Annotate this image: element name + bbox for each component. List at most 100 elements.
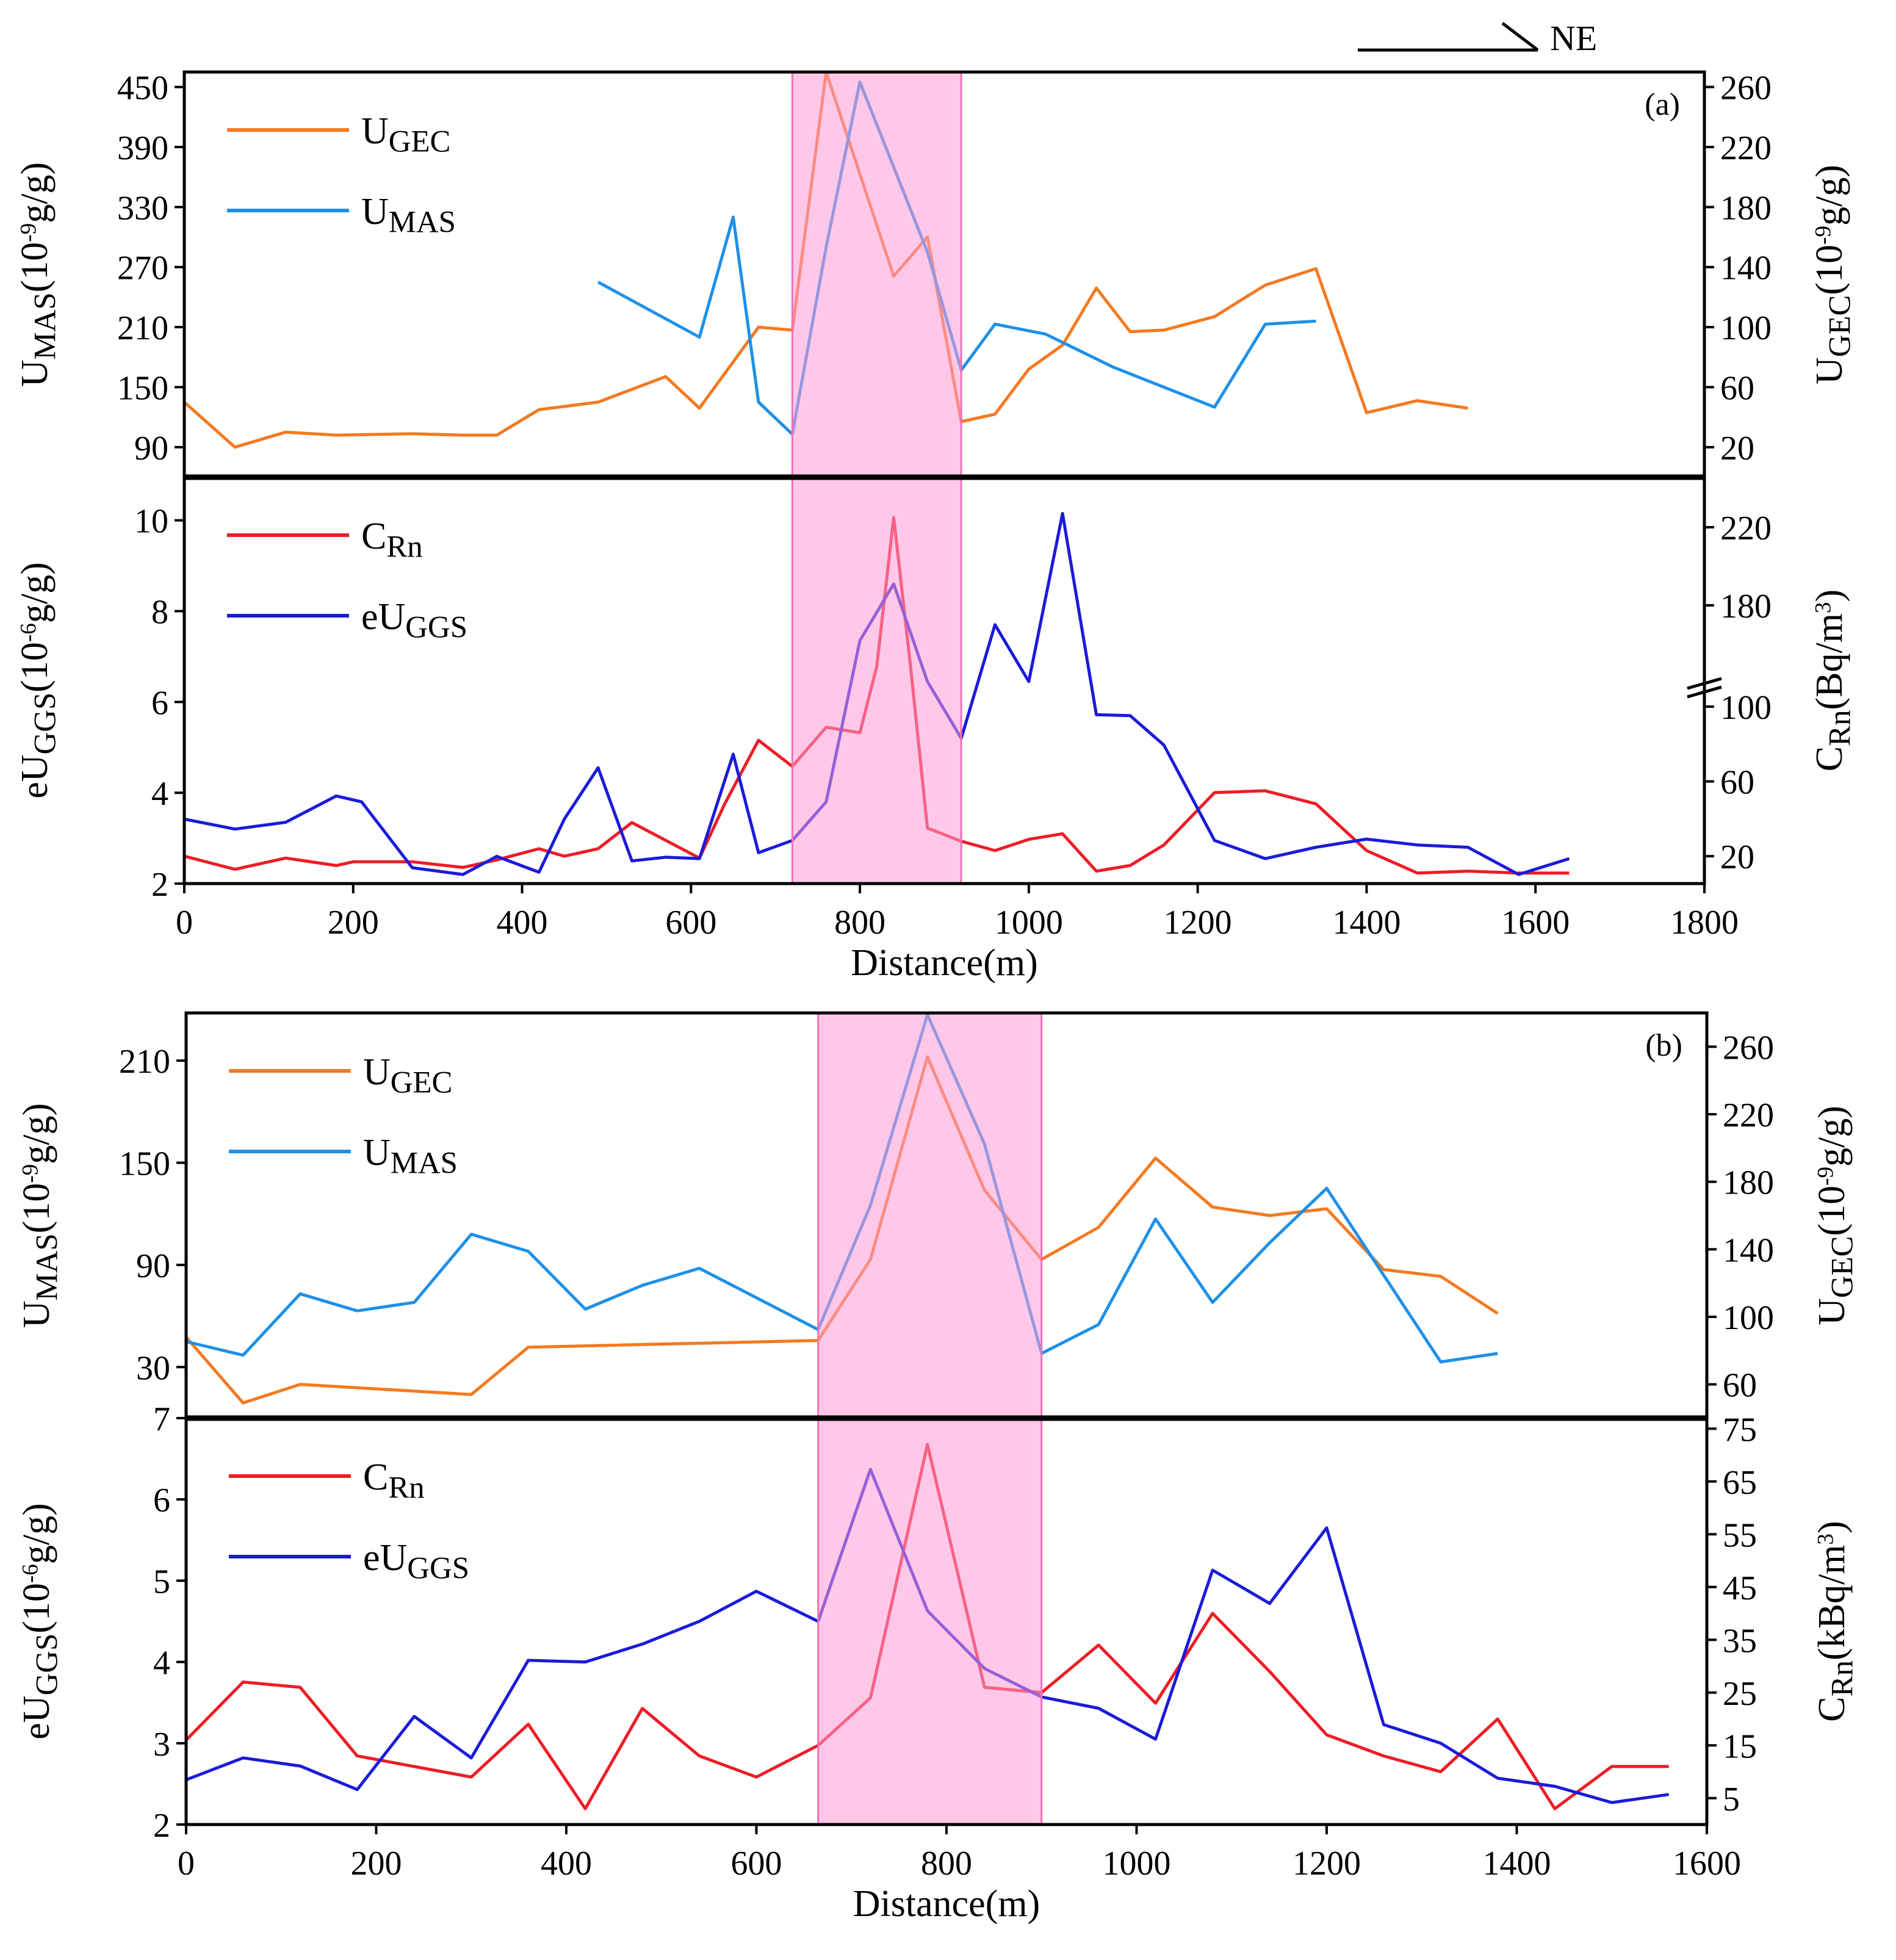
x-tick-label: 400 xyxy=(541,1845,592,1883)
y-left-axis-title-part: -6 xyxy=(16,623,41,642)
legend-label-ugec-sub: GEC xyxy=(389,124,451,159)
legend-label-ugec-sub: GEC xyxy=(391,1065,453,1100)
y-right-tick-label: 60 xyxy=(1723,1367,1757,1405)
y-left-axis-title-part: -9 xyxy=(16,223,41,242)
x-tick-label: 1800 xyxy=(1670,904,1739,942)
y-left-axis-title-part: (10 xyxy=(16,1583,57,1634)
y-right-axis-title-part: ) xyxy=(1809,589,1850,602)
y-left-axis-title-part: (10 xyxy=(16,1183,57,1234)
x-tick-label: 1600 xyxy=(1501,904,1570,942)
y-right-tick-label: 260 xyxy=(1720,70,1772,107)
y-left-axis-title-part: U xyxy=(14,359,56,387)
highlight-zone xyxy=(817,1417,1043,1826)
y-right-tick-label: 35 xyxy=(1723,1622,1757,1660)
y-right-axis-title-part: (kBq/m xyxy=(1811,1545,1853,1660)
y-left-tick-label: 2 xyxy=(153,1807,170,1845)
y-left-tick-label: 6 xyxy=(153,1482,170,1519)
panel-a-top: 90 150 210 270 330 390 450 20 60 100 140 180 220 260 U… xyxy=(14,70,1857,479)
y-right-tick-label: 260 xyxy=(1723,1029,1774,1067)
y-left-axis-title-part: g/g) xyxy=(14,562,56,623)
y-left-axis-title-part: g/g) xyxy=(14,162,56,223)
x-tick-label: 1400 xyxy=(1332,904,1400,942)
x-tick-label: 200 xyxy=(328,904,379,942)
y-right-tick-label: 100 xyxy=(1723,1299,1774,1337)
direction-indicator: NE xyxy=(1358,18,1597,58)
x-tick-label: 1200 xyxy=(1164,904,1232,942)
y-left-axis-title: UMAS(10-9g/g) xyxy=(16,1103,64,1328)
panel-a-bottom: 2 4 6 8 10 20 60 100 180 220 0 200 400 600 800 1000 1200… xyxy=(14,475,1857,984)
legend-label-crn: CRn xyxy=(363,1457,425,1505)
y-right-tick-label: 180 xyxy=(1723,1164,1774,1202)
y-right-tick-label: 20 xyxy=(1720,430,1754,467)
y-right-axis-title-part: Rn xyxy=(1823,710,1857,746)
y-right-axis-title-part: C xyxy=(1809,746,1850,771)
y-right-tick-label: 55 xyxy=(1723,1516,1757,1554)
legend-label-crn-main: C xyxy=(363,1457,388,1498)
y-left-tick-label: 210 xyxy=(119,1043,170,1081)
y-right-tick-label: 25 xyxy=(1723,1675,1757,1713)
y-right-axis-title-part: (Bq/m xyxy=(1809,613,1850,710)
y-left-tick-label: 3 xyxy=(153,1726,170,1764)
legend-label-crn-main: C xyxy=(361,516,386,557)
y-right-tick-label: 100 xyxy=(1720,689,1772,727)
x-tick-label: 1400 xyxy=(1483,1845,1551,1883)
y-left-tick-label: 4 xyxy=(153,1645,170,1682)
legend-label-ugec-main: U xyxy=(363,1051,391,1093)
legend-label-euggs-sub: GGS xyxy=(407,1551,469,1585)
y-right-tick-label: 220 xyxy=(1720,129,1772,167)
y-right-tick-label: 60 xyxy=(1720,764,1754,802)
legend-label-ugec: UGEC xyxy=(363,1051,452,1100)
x-axis-title: Distance(m) xyxy=(853,1883,1040,1925)
x-tick-label: 800 xyxy=(834,904,885,942)
x-tick-label: 600 xyxy=(731,1845,782,1883)
legend-label-crn-sub: Rn xyxy=(386,530,422,564)
x-tick-label: 800 xyxy=(921,1845,972,1883)
legend-label-euggs-sub: GGS xyxy=(405,610,467,644)
legend-label-umas-main: U xyxy=(363,1132,391,1173)
y-right-tick-label: 140 xyxy=(1720,250,1772,287)
y-left-axis-title-part: GGS xyxy=(30,1634,64,1696)
y-left-tick-label: 90 xyxy=(136,1247,170,1285)
y-left-tick-label: 150 xyxy=(119,1145,170,1183)
legend-label-umas: UMAS xyxy=(363,1132,458,1180)
x-tick-label: 1600 xyxy=(1673,1845,1741,1883)
y-right-tick-label: 100 xyxy=(1720,309,1772,347)
y-right-axis-title-part: C xyxy=(1811,1696,1853,1721)
y-right-tick-label: 180 xyxy=(1720,189,1772,227)
y-left-tick-label: 6 xyxy=(151,684,168,722)
y-left-axis-title: UMAS(10-9g/g) xyxy=(14,162,62,387)
y-left-axis-title-part: (10 xyxy=(14,642,56,693)
y-left-axis-title: eUGGS(10-6g/g) xyxy=(16,1503,64,1740)
direction-label: NE xyxy=(1550,18,1597,58)
y-left-axis-title-part: eU xyxy=(16,1695,57,1739)
y-right-axis-title-part: GEC xyxy=(1823,295,1857,358)
highlight-zone xyxy=(791,476,962,885)
y-left-tick-label: 270 xyxy=(117,250,168,287)
legend-label-crn: CRn xyxy=(361,516,423,564)
panel-b-top: 309015021060100140180220260UMAS(10-9g/g)… xyxy=(16,1011,1859,1420)
legend-label-umas: UMAS xyxy=(361,191,456,239)
y-left-tick-label: 150 xyxy=(117,369,168,407)
y-left-tick-label: 2 xyxy=(151,866,168,904)
y-left-axis-title-part: g/g) xyxy=(16,1503,57,1564)
y-right-axis-title: UGEC(10-9g/g) xyxy=(1811,1106,1859,1325)
y-right-tick-label: 5 xyxy=(1723,1781,1740,1818)
legend-label-umas-sub: MAS xyxy=(389,205,456,239)
y-left-tick-label: 450 xyxy=(117,70,168,107)
y-right-tick-label: 220 xyxy=(1720,510,1772,547)
x-tick-label: 1200 xyxy=(1292,1845,1361,1883)
y-left-tick-label: 7 xyxy=(153,1400,170,1438)
x-tick-label: 0 xyxy=(176,904,193,942)
y-left-tick-label: 390 xyxy=(117,129,168,167)
y-right-tick-label: 140 xyxy=(1723,1231,1774,1269)
y-right-axis-title-part: GEC xyxy=(1825,1236,1859,1299)
x-axis-title: Distance(m) xyxy=(851,942,1037,984)
axis-break-mark xyxy=(1687,685,1722,699)
x-tick-label: 1000 xyxy=(995,904,1063,942)
legend-label-ugec: UGEC xyxy=(361,110,450,159)
y-left-tick-label: 5 xyxy=(153,1563,170,1601)
y-right-axis-title-part: g/g) xyxy=(1811,1106,1853,1167)
y-right-axis-title-part: ) xyxy=(1811,1521,1853,1533)
